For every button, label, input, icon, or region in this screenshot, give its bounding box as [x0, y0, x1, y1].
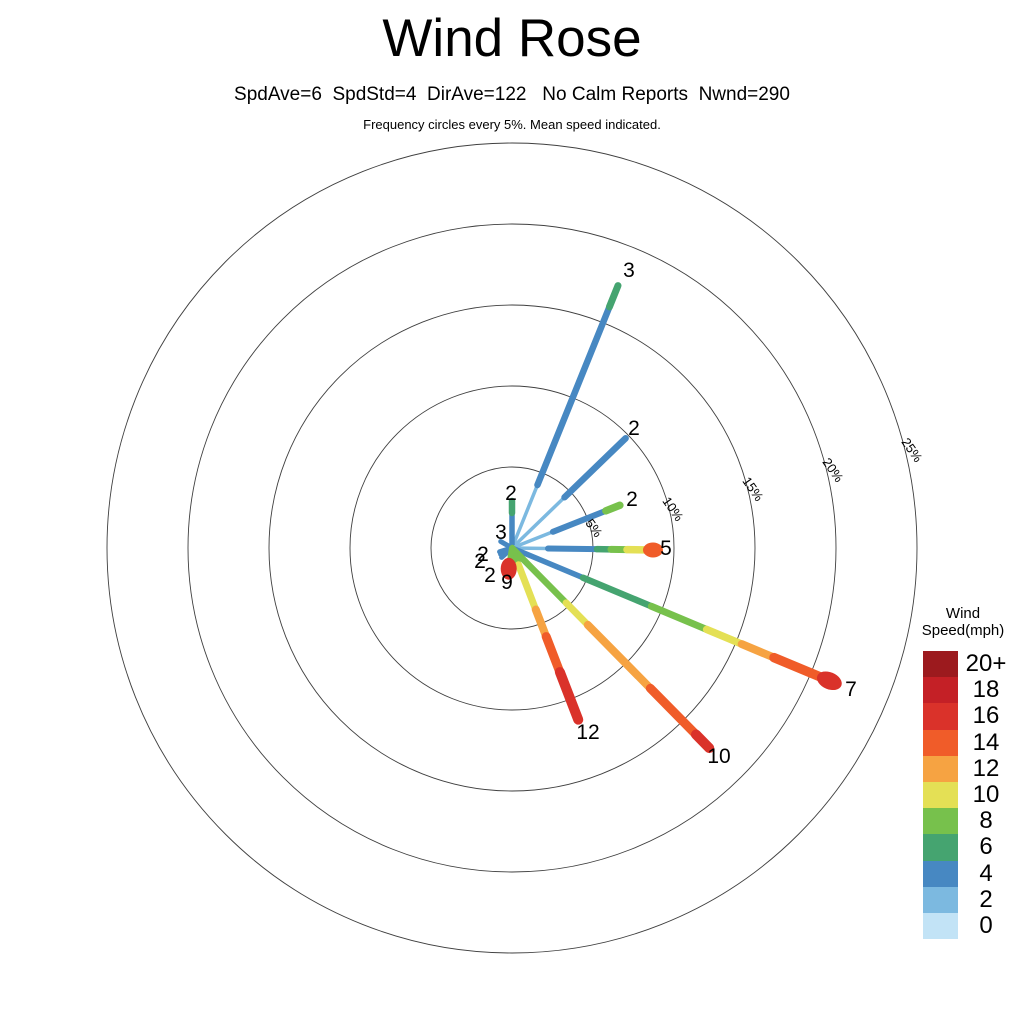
- ray-mean-speed-label: 9: [501, 571, 513, 594]
- legend-swatch: [923, 860, 958, 887]
- legend-row: 12: [923, 754, 1014, 782]
- ray-mean-speed-label: 7: [845, 678, 857, 701]
- ray-segment-speed-6: [579, 574, 655, 610]
- ray-segment-speed-12: [531, 605, 551, 641]
- ray-mean-speed-label: 2: [477, 543, 489, 566]
- ray-segment-speed-14: [645, 683, 701, 740]
- legend-swatch: [923, 781, 958, 809]
- ray-mean-speed-label: 3: [623, 259, 635, 282]
- ray-mean-speed-label: 5: [660, 537, 672, 560]
- ray-segment-speed-12: [737, 640, 779, 662]
- ray-mean-speed-label: 2: [626, 488, 638, 511]
- ray-tip-marker: [816, 671, 842, 691]
- wind-ray-ne: [510, 434, 629, 550]
- legend-label: 0: [979, 911, 993, 939]
- legend-label: 12: [972, 754, 1000, 782]
- wind-ray-s: [500, 545, 517, 580]
- ray-segment-speed-2: [510, 530, 555, 550]
- frequency-ring: [106, 142, 918, 954]
- frequency-ring: [187, 223, 837, 873]
- frequency-ring: [349, 385, 675, 711]
- legend-swatch: [923, 677, 958, 704]
- ray-segment-speed-4: [561, 434, 629, 501]
- ray-segment-speed-10: [562, 599, 592, 629]
- ray-segment-speed-14: [541, 632, 565, 677]
- legend-swatch: [923, 651, 958, 678]
- wind-ray-nne: [510, 282, 622, 550]
- legend-row: 0: [923, 911, 1014, 940]
- legend-swatch: [923, 912, 958, 940]
- legend-label: 8: [979, 807, 993, 835]
- ray-mean-speed-label: 3: [495, 521, 507, 544]
- wind-ray-e: [510, 542, 663, 558]
- ray-mean-speed-label: 10: [707, 745, 731, 768]
- legend-label: 4: [979, 859, 993, 887]
- ray-segment-speed-14: [769, 652, 828, 683]
- legend-title: Wind Speed(mph): [921, 605, 1005, 639]
- ray-segment-speed-8: [602, 501, 624, 515]
- ray-segment-speed-10: [702, 625, 746, 648]
- ray-segment-speed-10: [514, 561, 540, 614]
- ray-segment-speed-6: [605, 282, 622, 311]
- ray-segment-speed-8: [507, 545, 515, 561]
- stats-line: SpdAve=6 SpdStd=4 DirAve=122 No Calm Rep…: [234, 84, 790, 105]
- ray-segment-speed-8: [647, 602, 711, 633]
- ray-segment-speed-2: [510, 483, 540, 550]
- chart-title: Wind Rose: [382, 9, 642, 68]
- legend-label: 6: [979, 833, 993, 861]
- ray-segment-speed-2: [510, 495, 567, 550]
- legend-swatch: [923, 834, 958, 861]
- ray-tip-marker: [500, 557, 517, 580]
- legend-swatch: [923, 886, 958, 913]
- ray-tip-marker: [642, 542, 663, 558]
- legend-row: 6: [923, 833, 1014, 861]
- ray-segment-speed-4: [509, 545, 586, 581]
- legend-row: 8: [923, 807, 1014, 835]
- legend-label: 2: [979, 885, 993, 913]
- wind-ray-ene: [510, 501, 624, 550]
- legend-row: 2: [923, 885, 1014, 913]
- legend-row: 10: [923, 780, 1014, 809]
- legend-label: 16: [972, 702, 1000, 730]
- legend-rows: 20+ 18 16 14 12 10 8 6 4 2 0: [923, 650, 1014, 940]
- legend-swatch: [923, 755, 958, 782]
- ray-mean-speed-label: 2: [474, 550, 486, 573]
- wind-ray-ese: [509, 545, 842, 691]
- ray-mean-speed-label: 2: [628, 417, 640, 440]
- legend-row: 16: [923, 702, 1014, 730]
- legend-row: 4: [923, 859, 1014, 887]
- legend-label: 18: [972, 676, 1000, 704]
- legend-swatch: [923, 808, 958, 835]
- ray-mean-speed-label: 12: [576, 721, 600, 744]
- legend-label: 20+: [965, 650, 1007, 677]
- wind-ray-se: [508, 544, 715, 754]
- wind-ray-sse: [508, 544, 584, 725]
- ray-mean-speed-label: 2: [505, 482, 517, 505]
- ray-segment-speed-12: [583, 620, 655, 693]
- legend-swatch: [923, 729, 958, 756]
- legend-row: 14: [923, 728, 1014, 756]
- legend-label: 14: [972, 728, 1000, 756]
- legend-swatch: [923, 703, 958, 730]
- legend-row: 18: [923, 676, 1014, 704]
- frequency-ring: [268, 304, 756, 792]
- ray-mean-speed-label: 2: [484, 564, 496, 587]
- ray-segment-speed-4: [534, 303, 613, 489]
- ray-segment-speed-8: [508, 544, 570, 607]
- legend-label: 10: [972, 780, 1000, 808]
- ray-segment-speed-4: [549, 507, 609, 535]
- ray-segment-speed-4: [544, 545, 600, 553]
- ray-segment-speed-16: [690, 729, 715, 754]
- ray-segment-speed-16: [554, 667, 584, 725]
- note-line: Frequency circles every 5%. Mean speed i…: [363, 117, 661, 132]
- legend-row: 20+: [923, 650, 1014, 678]
